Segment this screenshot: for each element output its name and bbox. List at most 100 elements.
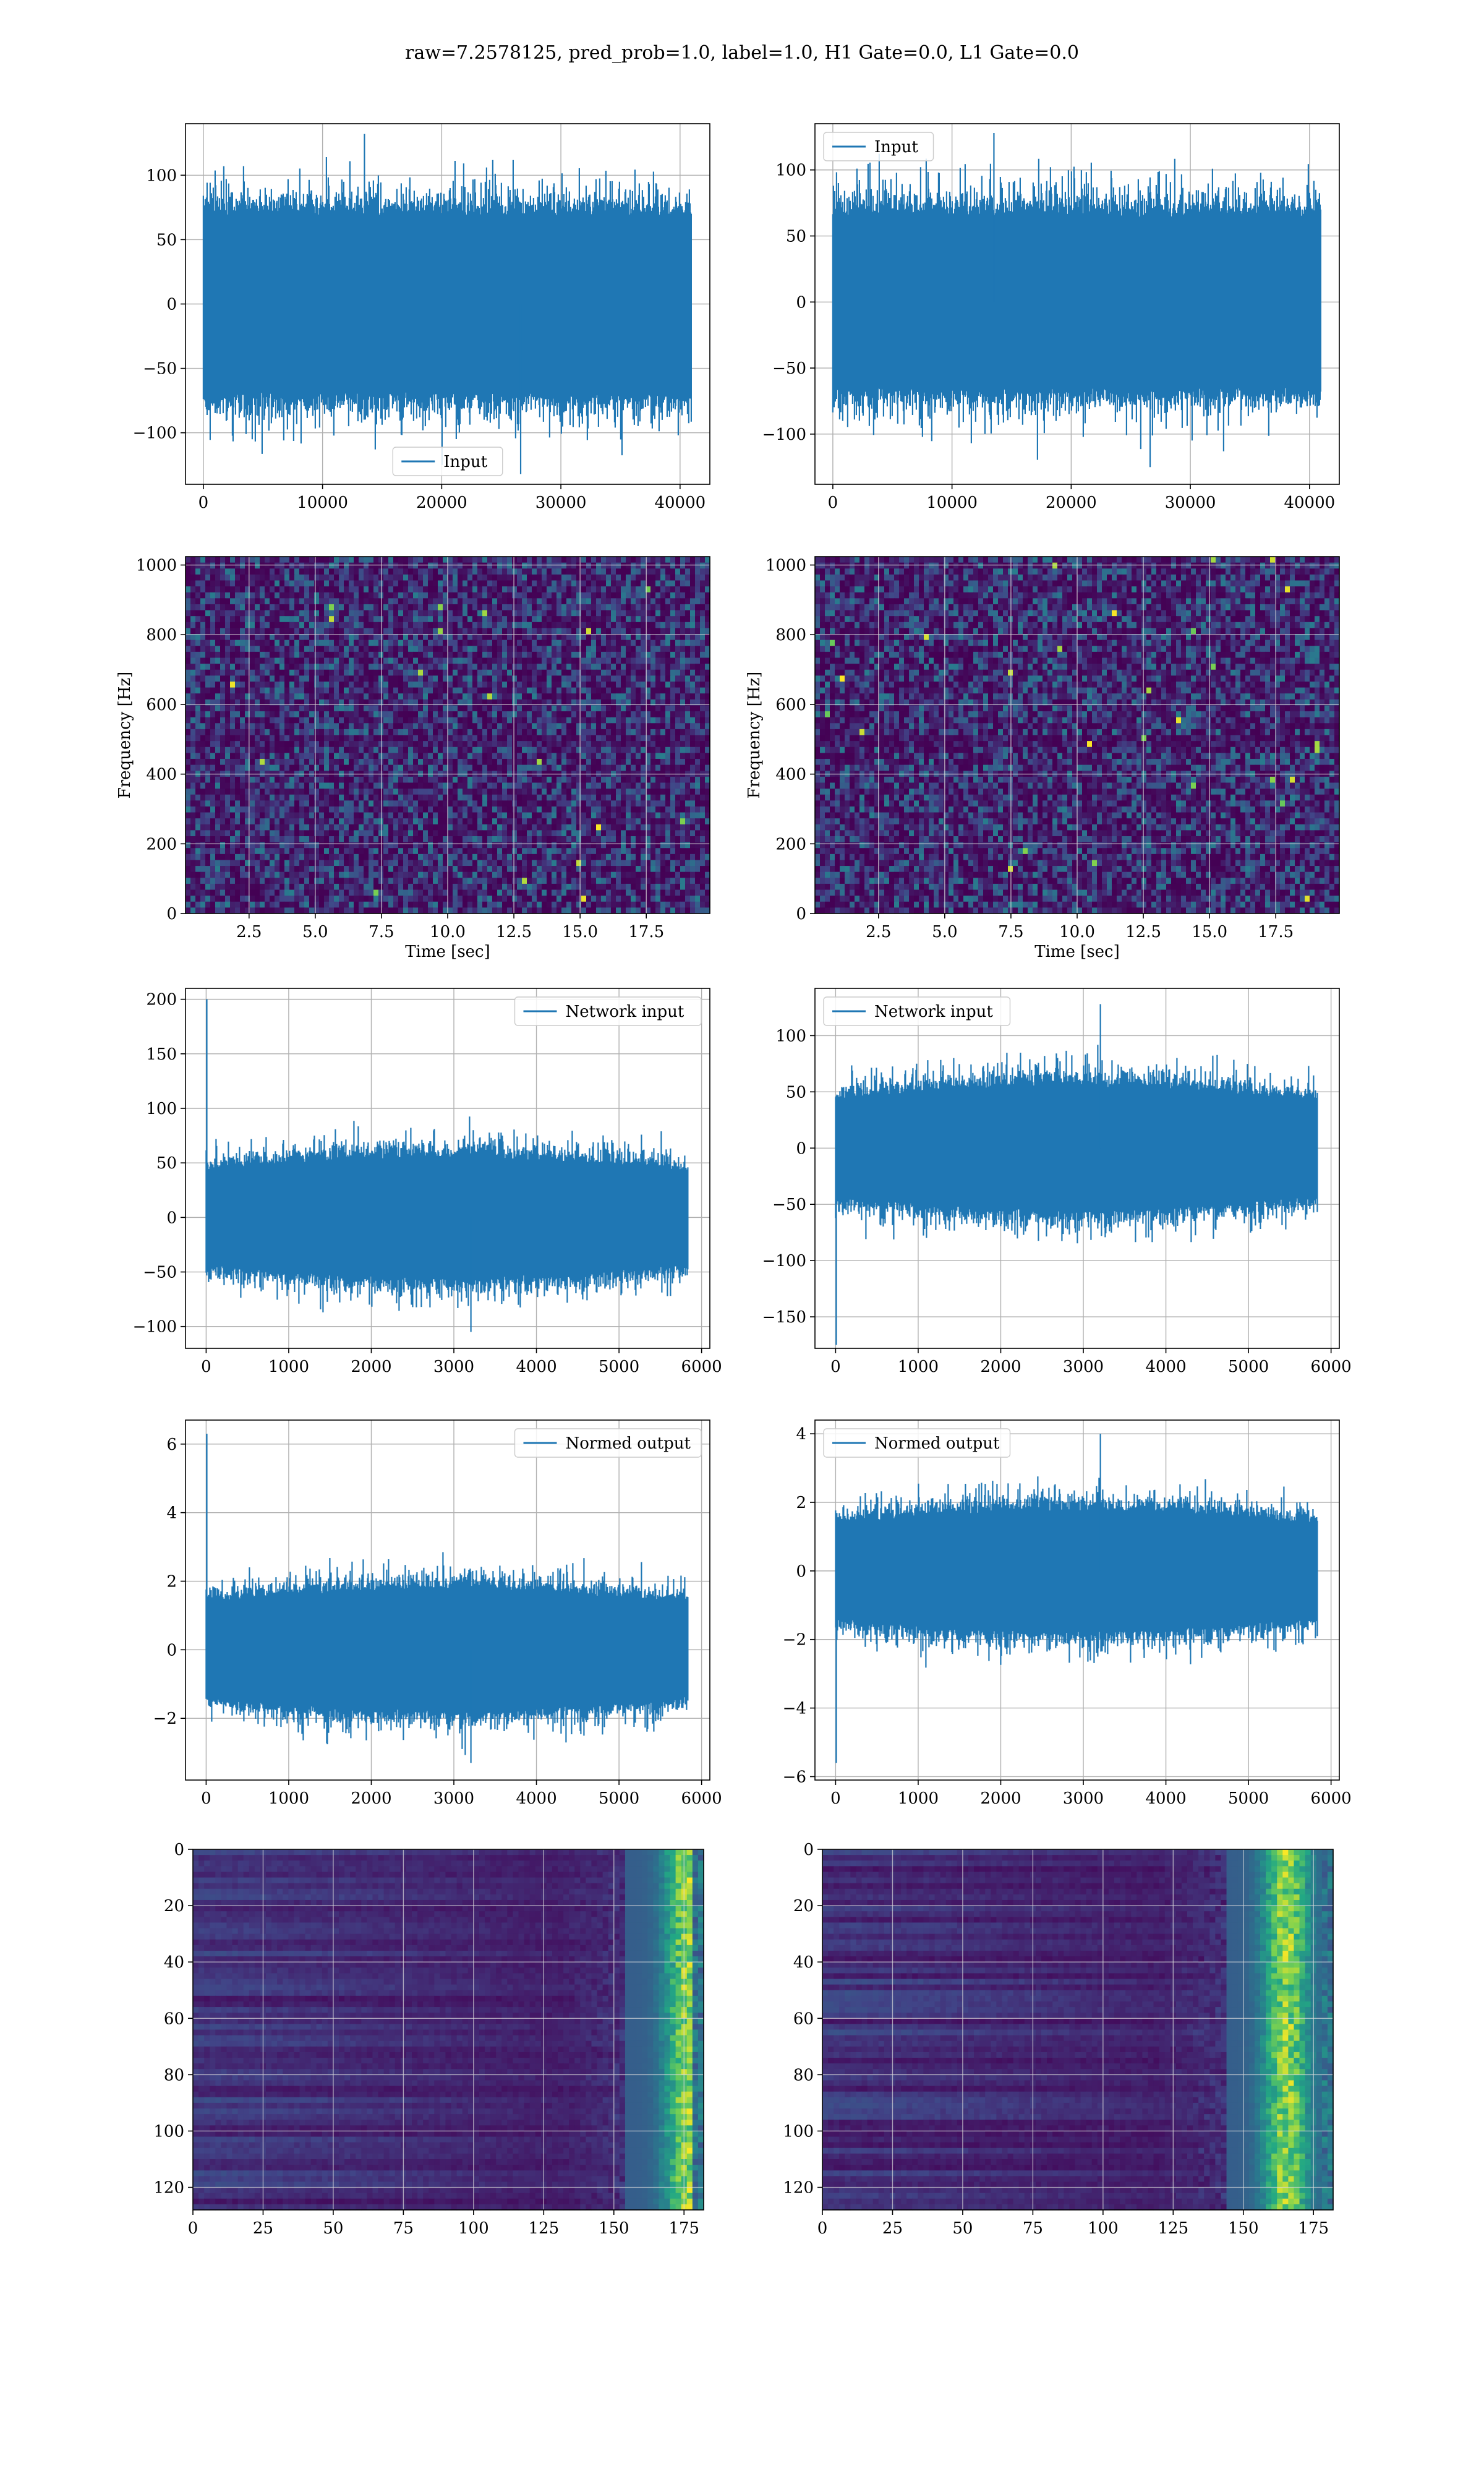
h1-spectrogram-cell: [423, 593, 429, 599]
h1-spectrogram-cell: [581, 557, 587, 563]
h1-spectrogram-cell: [487, 682, 493, 688]
h1-spectrogram-cell: [418, 705, 424, 711]
h1-spectrogram-cell: [675, 646, 681, 652]
h1-spectrogram-cell: [344, 622, 349, 628]
h1-spectrogram-cell: [690, 646, 696, 652]
h1-spectrogram-cell: [561, 622, 567, 628]
h1-spectrogram-cell: [284, 735, 290, 742]
h1-spectrogram-cell: [428, 580, 433, 586]
h1-spectrogram-cell: [205, 729, 211, 735]
h1-spectrogram-cell: [393, 664, 399, 670]
h1-spectrogram-cell: [334, 735, 339, 742]
h1-spectrogram-cell: [650, 723, 656, 729]
h1-spectrogram-cell: [680, 717, 686, 724]
h1-spectrogram-cell: [275, 705, 280, 711]
h1-spectrogram-cell: [665, 646, 671, 652]
h1-spectrogram-cell: [482, 682, 488, 688]
h1-spectrogram-cell: [423, 616, 429, 622]
h1-spectrogram-cell: [482, 563, 488, 569]
h1-spectrogram-cell: [230, 723, 236, 729]
h1-spectrogram-cell: [205, 675, 211, 682]
h1-spectrogram-cell: [250, 563, 255, 569]
h1-spectrogram-cell: [369, 705, 374, 711]
h1-spectrogram-cell: [359, 717, 364, 724]
h1-spectrogram-cell: [650, 729, 656, 735]
h1-spectrogram-cell: [552, 688, 557, 694]
h1-spectrogram-cell: [591, 657, 597, 664]
h1-spectrogram-cell: [467, 610, 473, 617]
h1-spectrogram-cell: [458, 675, 463, 682]
h1-spectrogram-cell: [453, 717, 458, 724]
h1-spectrogram-cell: [359, 741, 364, 747]
h1-spectrogram-cell: [532, 616, 537, 622]
h1-spectrogram-cell: [477, 575, 483, 581]
h1-spectrogram-cell: [225, 717, 231, 724]
h1-spectrogram-cell: [472, 657, 478, 664]
h1-spectrogram-cell: [225, 557, 231, 563]
h1-spectrogram-cell: [339, 664, 344, 670]
h1-spectrogram-cell: [388, 568, 394, 575]
h1-spectrogram-cell: [606, 657, 612, 664]
h1-spectrogram-cell: [571, 711, 577, 717]
h1-spectrogram-cell: [586, 652, 592, 658]
h1-spectrogram-cell: [215, 675, 221, 682]
h1-spectrogram-cell: [408, 628, 414, 634]
h1-spectrogram-cell: [695, 580, 701, 586]
h1-spectrogram-cell: [596, 557, 602, 563]
h1-spectrogram-cell: [670, 604, 676, 610]
h1-spectrogram-cell: [650, 717, 656, 724]
h1-spectrogram-cell: [660, 705, 666, 711]
h1-spectrogram-cell: [324, 711, 330, 717]
h1-spectrogram-cell: [576, 711, 582, 717]
h1-spectrogram-cell: [240, 729, 245, 735]
h1-spectrogram-cell: [383, 646, 389, 652]
h1-spectrogram-cell: [636, 646, 641, 652]
h1-spectrogram-cell: [700, 675, 706, 682]
h1-spectrogram-cell: [428, 646, 433, 652]
h1-spectrogram-cell: [517, 729, 522, 735]
h1-spectrogram-cell: [289, 652, 295, 658]
h1-spectrogram-cell: [359, 580, 364, 586]
h1-spectrogram-cell: [596, 610, 602, 617]
h1-spectrogram-cell: [275, 741, 280, 747]
h1-spectrogram-cell: [359, 682, 364, 688]
h1-spectrogram-cell: [240, 568, 245, 575]
h1-spectrogram-cell: [566, 586, 572, 593]
h1-spectrogram-cell: [225, 616, 231, 622]
h1-spectrogram-cell: [190, 735, 196, 742]
h1-spectrogram-cell: [477, 616, 483, 622]
h1-spectrogram-cell: [576, 675, 582, 682]
h1-spectrogram-cell: [294, 693, 300, 700]
h1-spectrogram-cell: [621, 723, 626, 729]
h1-spectrogram-cell: [299, 735, 305, 742]
h1-spectrogram-cell: [601, 628, 607, 634]
h1-spectrogram-cell: [220, 628, 226, 634]
h1-spectrogram-cell: [537, 593, 542, 599]
h1-spectrogram-cell: [255, 657, 260, 664]
h1-spectrogram-cell: [210, 563, 216, 569]
h1-spectrogram-cell: [631, 640, 636, 646]
h1-spectrogram-cell: [354, 622, 359, 628]
h1-spectrogram-cell: [552, 568, 557, 575]
h1-spectrogram-cell: [433, 693, 438, 700]
h1-spectrogram-cell: [210, 723, 216, 729]
h1-spectrogram-cell: [477, 729, 483, 735]
h1-spectrogram-cell: [700, 580, 706, 586]
h1-spectrogram-cell: [482, 575, 488, 581]
h1-spectrogram-cell: [339, 723, 344, 729]
h1-spectrogram-cell: [507, 711, 513, 717]
h1-spectrogram-cell: [225, 580, 231, 586]
h1-spectrogram-cell: [517, 580, 522, 586]
h1-spectrogram-cell: [215, 735, 221, 742]
h1-spectrogram-cell: [576, 580, 582, 586]
h1-spectrogram-cell: [250, 688, 255, 694]
h1-spectrogram-cell: [477, 682, 483, 688]
h1-spectrogram-cell: [556, 717, 562, 724]
h1-spectrogram-cell: [675, 586, 681, 593]
h1-spectrogram-cell: [225, 575, 231, 581]
h1-spectrogram-cell: [309, 616, 315, 622]
h1-spectrogram-cell: [556, 568, 562, 575]
h1-spectrogram-cell: [616, 640, 621, 646]
l1-input-xtick-label-2: 20000: [1046, 494, 1097, 512]
h1-spectrogram-cell: [339, 705, 344, 711]
